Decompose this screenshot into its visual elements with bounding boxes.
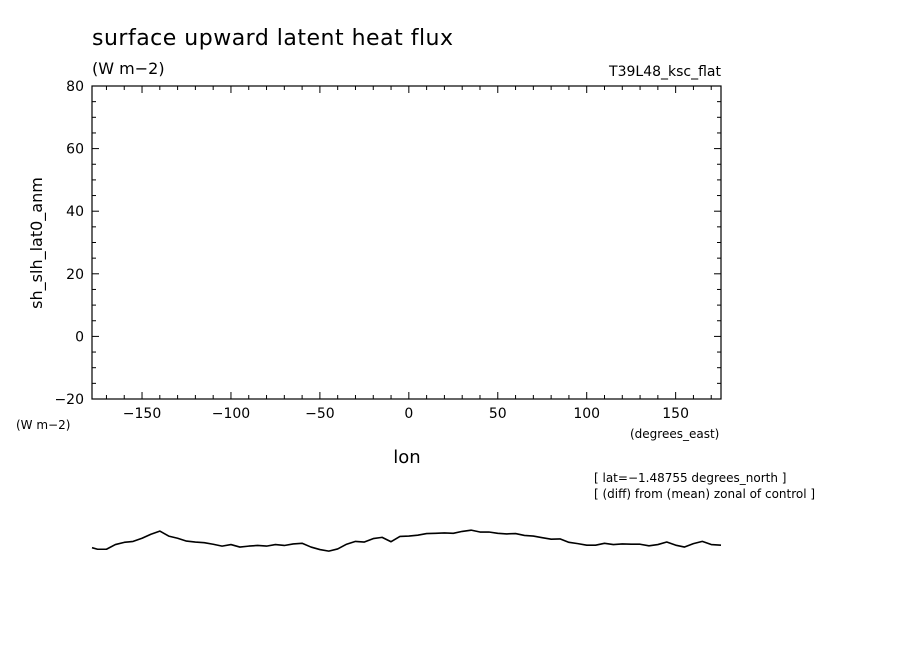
x-tick-marks [105, 86, 712, 399]
x-tick-labels: −150 −100 −50 0 50 100 150 [123, 406, 689, 422]
plot-frame [91, 85, 722, 400]
y-tick-labels: −20 0 20 40 60 80 [54, 79, 84, 408]
x-tick-label: 150 [662, 406, 689, 422]
x-axis-unit-label: (degrees_east) [630, 427, 719, 441]
x-tick-label: −100 [212, 406, 250, 422]
note-diff: [ (diff) from (mean) zonal of control ] [594, 487, 815, 501]
x-tick-label: −50 [305, 406, 335, 422]
chart-title: surface upward latent heat flux [92, 26, 454, 51]
series-group [91, 529, 722, 552]
x-tick-label: 100 [573, 406, 600, 422]
note-latitude: [ lat=−1.48755 degrees_north ] [594, 471, 786, 485]
y-axis-unit-label: (W m−2) [16, 418, 70, 432]
y-tick-label: 20 [66, 267, 84, 283]
series-line-0 [91, 529, 722, 552]
y-axis-label: sh_slh_lat0_anm [27, 177, 47, 309]
x-axis-label: lon [393, 447, 420, 468]
x-tick-label: −150 [123, 406, 161, 422]
y-tick-label: 80 [66, 79, 84, 95]
x-tick-label: 0 [404, 406, 413, 422]
y-tick-marks [92, 85, 721, 400]
chart-units: (W m−2) [92, 59, 165, 78]
y-tick-label: 0 [75, 329, 84, 345]
x-tick-label: 50 [489, 406, 507, 422]
y-tick-label: 40 [66, 204, 84, 220]
run-label: T39L48_ksc_flat [608, 64, 721, 80]
y-tick-label: 60 [66, 142, 84, 158]
y-tick-label: −20 [54, 392, 84, 408]
